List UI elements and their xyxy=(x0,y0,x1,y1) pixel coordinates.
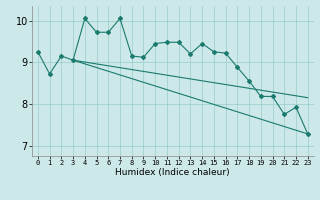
X-axis label: Humidex (Indice chaleur): Humidex (Indice chaleur) xyxy=(116,168,230,177)
